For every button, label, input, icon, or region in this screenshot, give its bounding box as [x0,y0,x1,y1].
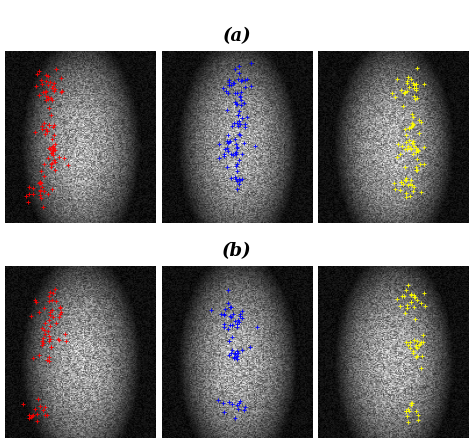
Text: (b): (b) [222,242,252,260]
Text: (a): (a) [223,27,251,45]
